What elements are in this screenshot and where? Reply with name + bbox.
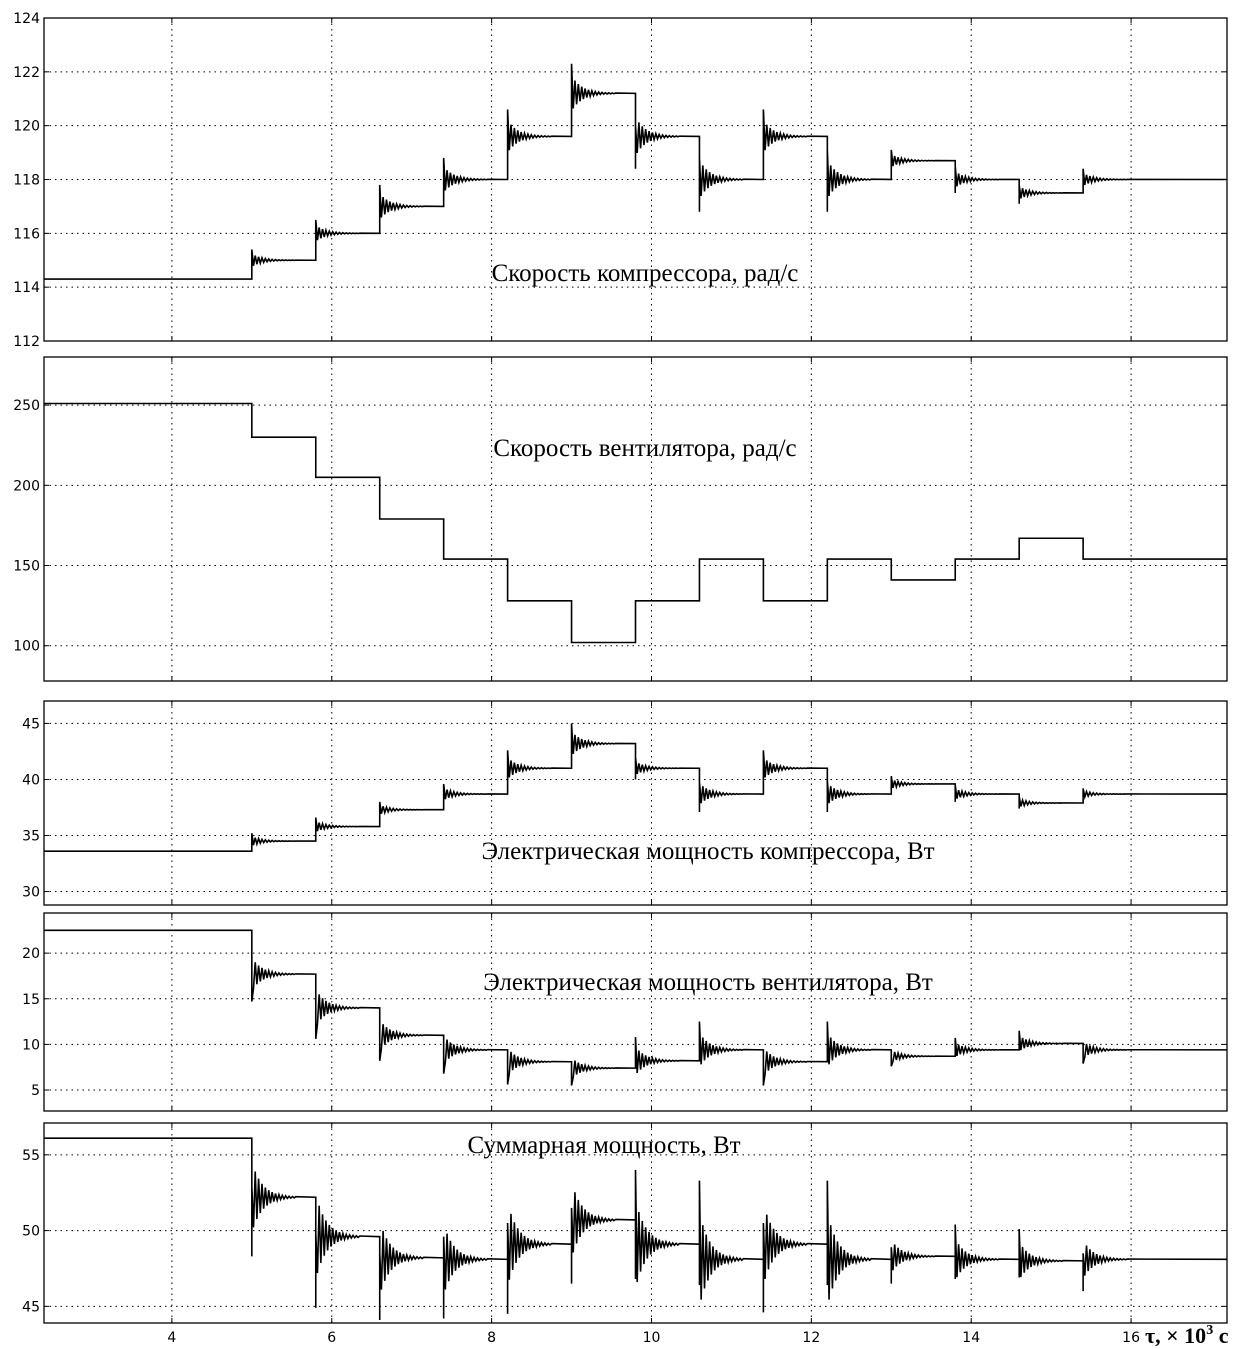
panel-2: 100 150 200 250 Скорость вентилятора, рад/с (13, 356, 1228, 682)
series-line (44, 929, 1228, 1086)
panel-title: Электрическая мощность вентилятора, Вт (483, 969, 933, 996)
x-tick-label: 12 (802, 1330, 820, 1346)
y-tick-label: 5 (31, 1083, 40, 1099)
y-tick-label: 122 (13, 65, 40, 81)
y-tick-label: 40 (22, 772, 40, 788)
series-line (44, 402, 1227, 644)
plot-frame (43, 17, 1228, 342)
y-tick-label: 45 (22, 716, 40, 732)
x-tick-label: 6 (327, 1330, 336, 1346)
y-tick-label: 50 (22, 1224, 40, 1240)
panel-title: Суммарная мощность, Вт (467, 1132, 740, 1159)
x-tick-label: 8 (487, 1330, 496, 1346)
x-axis-label: τ, × 103 с (1145, 1323, 1229, 1348)
tick-marks (44, 357, 1227, 681)
grid (44, 17, 1227, 342)
x-tick-label: 4 (167, 1330, 176, 1346)
x-tick-label: 10 (643, 1330, 661, 1346)
panels: 112 114 116 118 120 122 124 Скорость компрессор… (13, 11, 1228, 1324)
y-tick-label: 120 (13, 119, 40, 135)
grid (44, 701, 1227, 905)
series-line (44, 723, 1228, 852)
x-axis: 4 6 8 10 12 14 16 (167, 1330, 1140, 1346)
x-axis-label-exponent: 3 (1206, 1323, 1213, 1338)
y-tick-label: 150 (13, 559, 40, 575)
tick-marks (44, 913, 1227, 1111)
y-tick-label: 15 (22, 992, 40, 1008)
y-tick-label: 250 (13, 398, 40, 414)
y-tick-label: 45 (22, 1299, 40, 1315)
panel-5: 45 50 55 Суммарная мощность, Вт (22, 1122, 1228, 1324)
y-tick-label: 114 (13, 280, 40, 296)
panel-3: 30 35 40 45 Электрическая мощность компрессо… (22, 700, 1228, 906)
y-tick-label: 118 (13, 173, 40, 189)
x-axis-label-unit: с (1213, 1323, 1229, 1348)
y-tick-label: 55 (22, 1148, 40, 1164)
tick-marks (44, 701, 1227, 905)
panel-title: Скорость вентилятора, рад/с (493, 435, 796, 462)
y-tick-label: 200 (13, 478, 40, 494)
plot-frame (43, 700, 1228, 906)
y-tick-label: 20 (22, 946, 40, 962)
series-line (44, 1137, 1228, 1320)
panel-title: Электрическая мощность компрессора, Вт (481, 838, 934, 865)
x-tick-label: 16 (1122, 1330, 1140, 1346)
panel-1: 112 114 116 118 120 122 124 Скорость компрессор… (13, 11, 1228, 350)
panel-4: 5 10 15 20 Электрическая мощность вентилятор… (22, 912, 1228, 1112)
y-tick-label: 30 (22, 885, 40, 901)
y-tick-label: 112 (13, 334, 40, 350)
tick-marks (44, 1123, 1227, 1323)
y-tick-label: 35 (22, 829, 40, 845)
y-tick-label: 124 (13, 11, 40, 27)
grid (44, 913, 1227, 1111)
plot-frame (43, 912, 1228, 1112)
x-tick-label: 14 (962, 1330, 980, 1346)
panel-title: Скорость компрессора, рад/с (492, 260, 799, 287)
y-tick-label: 100 (13, 639, 40, 655)
y-tick-label: 116 (13, 226, 40, 242)
plot-frame (43, 1122, 1228, 1324)
grid (44, 1123, 1227, 1323)
x-axis-label-text: τ, × 10 (1145, 1323, 1206, 1348)
grid (44, 357, 1227, 681)
plot-frame (43, 356, 1228, 682)
series-line (44, 63, 1228, 280)
y-tick-label: 10 (22, 1037, 40, 1053)
